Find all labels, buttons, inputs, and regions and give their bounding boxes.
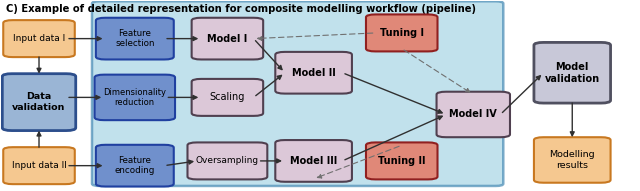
FancyBboxPatch shape [96, 18, 173, 59]
FancyBboxPatch shape [3, 74, 76, 131]
FancyBboxPatch shape [96, 145, 173, 187]
Text: Tuning I: Tuning I [380, 28, 424, 38]
Text: Data
validation: Data validation [12, 92, 66, 112]
Text: Tuning II: Tuning II [378, 156, 426, 166]
Text: Model
validation: Model validation [545, 62, 600, 83]
Text: Scaling: Scaling [210, 92, 245, 102]
FancyBboxPatch shape [188, 142, 268, 179]
FancyBboxPatch shape [92, 1, 503, 186]
FancyBboxPatch shape [366, 142, 438, 179]
FancyBboxPatch shape [275, 52, 352, 94]
Text: Feature
encoding: Feature encoding [115, 156, 155, 175]
Text: Input data II: Input data II [12, 161, 67, 170]
Text: Modelling
results: Modelling results [549, 150, 595, 170]
FancyBboxPatch shape [534, 42, 611, 103]
FancyBboxPatch shape [275, 140, 352, 182]
Text: C) Example of detailed representation for composite modelling workflow (pipeline: C) Example of detailed representation fo… [6, 4, 476, 14]
FancyBboxPatch shape [366, 15, 438, 51]
FancyBboxPatch shape [191, 79, 263, 116]
Text: Input data I: Input data I [13, 34, 65, 43]
FancyBboxPatch shape [3, 147, 75, 184]
FancyBboxPatch shape [191, 18, 263, 59]
Text: Model IV: Model IV [449, 109, 497, 119]
FancyBboxPatch shape [95, 75, 175, 120]
FancyBboxPatch shape [436, 92, 510, 137]
FancyBboxPatch shape [3, 20, 75, 57]
FancyBboxPatch shape [534, 137, 611, 183]
Text: Dimensionality
reduction: Dimensionality reduction [103, 88, 166, 107]
Text: Model I: Model I [207, 34, 248, 44]
Text: Oversampling: Oversampling [196, 156, 259, 165]
Text: Model III: Model III [290, 156, 337, 166]
Text: Feature
selection: Feature selection [115, 29, 154, 48]
Text: Model II: Model II [292, 68, 335, 78]
